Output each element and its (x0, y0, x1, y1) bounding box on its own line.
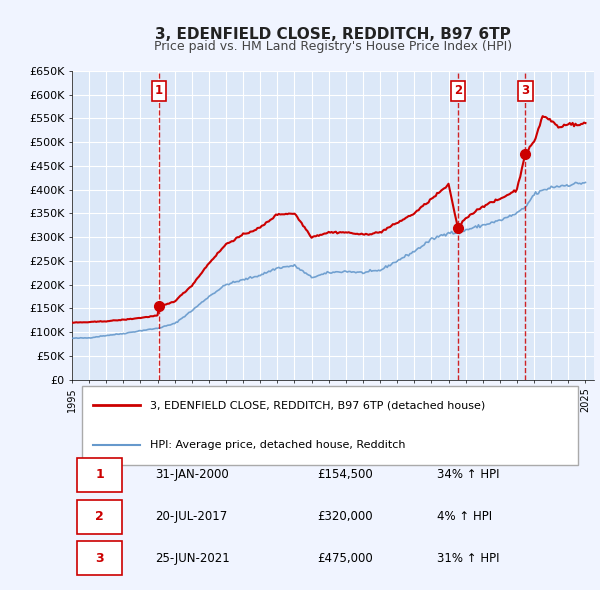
FancyBboxPatch shape (82, 386, 578, 465)
Text: 3: 3 (95, 552, 104, 565)
Text: £154,500: £154,500 (317, 468, 373, 481)
Text: HPI: Average price, detached house, Redditch: HPI: Average price, detached house, Redd… (151, 440, 406, 450)
Text: 31-JAN-2000: 31-JAN-2000 (155, 468, 229, 481)
Text: 34% ↑ HPI: 34% ↑ HPI (437, 468, 500, 481)
Text: Price paid vs. HM Land Registry's House Price Index (HPI): Price paid vs. HM Land Registry's House … (154, 40, 512, 53)
Text: £320,000: £320,000 (317, 510, 373, 523)
Text: 1: 1 (155, 84, 163, 97)
Text: 1: 1 (95, 468, 104, 481)
Text: 4% ↑ HPI: 4% ↑ HPI (437, 510, 493, 523)
Text: 25-JUN-2021: 25-JUN-2021 (155, 552, 230, 565)
Text: 3, EDENFIELD CLOSE, REDDITCH, B97 6TP (detached house): 3, EDENFIELD CLOSE, REDDITCH, B97 6TP (d… (151, 401, 485, 411)
Text: £475,000: £475,000 (317, 552, 373, 565)
FancyBboxPatch shape (77, 500, 122, 533)
FancyBboxPatch shape (77, 458, 122, 492)
Text: 2: 2 (95, 510, 104, 523)
Text: 20-JUL-2017: 20-JUL-2017 (155, 510, 228, 523)
Text: 3: 3 (521, 84, 529, 97)
Text: 31% ↑ HPI: 31% ↑ HPI (437, 552, 500, 565)
Text: 2: 2 (454, 84, 462, 97)
Text: 3, EDENFIELD CLOSE, REDDITCH, B97 6TP: 3, EDENFIELD CLOSE, REDDITCH, B97 6TP (155, 27, 511, 41)
FancyBboxPatch shape (77, 542, 122, 575)
